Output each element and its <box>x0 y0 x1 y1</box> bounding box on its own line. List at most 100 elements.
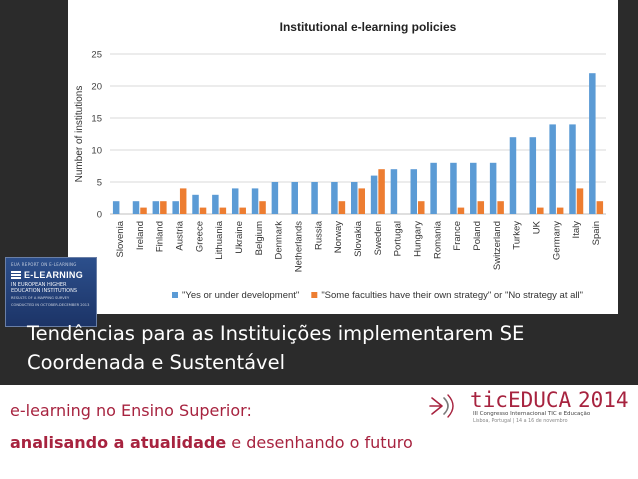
bar <box>152 201 160 214</box>
bar <box>192 194 199 214</box>
thumbnail-title: E-LEARNING <box>24 270 83 280</box>
legend-swatch <box>172 292 178 298</box>
bar <box>596 201 604 214</box>
x-tick-label: Sweden <box>373 221 384 255</box>
bar <box>140 207 147 214</box>
bar <box>450 162 457 214</box>
chart-panel: Institutional e-learning policies 0 5 10 15 2… <box>68 0 618 314</box>
logo-subtitle: III Congresso Internacional TIC e Educaç… <box>473 411 591 417</box>
slide-background: Institutional e-learning policies 0 5 10 15 2… <box>0 0 638 385</box>
bar <box>132 201 140 214</box>
footer-subtitle: analisando a atualidade e desenhando o f… <box>10 433 413 452</box>
bar <box>529 137 537 214</box>
bar <box>351 182 358 214</box>
logo-details: Lisboa, Portugal | 14 a 16 de novembro <box>473 419 568 424</box>
bar <box>418 201 425 214</box>
x-tick-label: Norway <box>333 221 344 253</box>
chart-title: Institutional e-learning policies <box>280 20 457 34</box>
footer-title: e-learning no Ensino Superior: <box>10 401 252 420</box>
thumbnail-title-row: E-LEARNING <box>11 270 91 280</box>
bar <box>477 201 485 214</box>
bar <box>378 169 385 214</box>
x-tick-label: Austria <box>174 220 185 250</box>
x-tick-label: Germany <box>551 221 562 260</box>
bar <box>497 201 504 214</box>
bar <box>259 201 266 214</box>
bar <box>556 207 564 214</box>
bar <box>457 207 465 214</box>
bar <box>239 207 246 214</box>
bar <box>271 182 279 214</box>
bar <box>537 207 544 214</box>
heading-line2: Coordenada e Sustentável <box>27 351 286 374</box>
bar <box>489 162 497 214</box>
x-tick-label: Finland <box>155 221 166 252</box>
thumbnail-line2: CONDUCTED IN OCTOBER-DECEMBER 2013 <box>11 302 90 307</box>
x-tick-label: Poland <box>472 221 483 251</box>
footer-subtitle-bold: analisando a atualidade <box>10 433 227 452</box>
y-tick-label: 15 <box>91 114 102 125</box>
bar <box>219 207 227 214</box>
bar <box>112 201 120 214</box>
bar <box>338 201 346 214</box>
x-tick-label: Slovakia <box>353 220 364 257</box>
y-axis-label: Number of institutions <box>74 86 85 183</box>
bar <box>199 207 207 214</box>
bar-chart: Institutional e-learning policies 0 5 10 15 2… <box>74 20 606 301</box>
x-tick-label: Romania <box>432 220 443 259</box>
bar <box>370 175 378 214</box>
x-tick-label: Slovenia <box>115 220 126 257</box>
eua-logo-icon <box>11 271 21 279</box>
bar <box>569 124 576 214</box>
bar <box>576 188 584 214</box>
thumbnail-subtitle: IN EUROPEAN HIGHER EDUCATION INSTITUTION… <box>11 282 77 294</box>
x-tick-label: Italy <box>571 221 582 239</box>
x-tick-label: Ukraine <box>234 221 245 254</box>
bar <box>331 182 338 214</box>
x-tick-label: Spain <box>591 221 602 245</box>
footer-subtitle-rest: e desenhando o futuro <box>226 433 413 452</box>
bar <box>410 169 418 214</box>
x-tick-label: Belgium <box>254 221 265 255</box>
bar <box>179 188 187 214</box>
y-tick-label: 25 <box>91 50 102 61</box>
x-tick-label: Portugal <box>393 221 404 256</box>
legend-swatch <box>311 292 318 298</box>
x-tick-label: Denmark <box>274 221 285 260</box>
bar <box>470 162 477 214</box>
x-tick-label: Lithuania <box>214 220 225 259</box>
x-tick-label: France <box>452 221 463 251</box>
bar <box>589 73 596 214</box>
bar <box>549 124 556 214</box>
ticeduca-logo: ticEDUCA 2014 III Congresso Internaciona… <box>428 388 633 428</box>
x-tick-label: Hungary <box>413 221 424 257</box>
x-tick-label: Ireland <box>135 221 146 250</box>
bar <box>509 137 517 214</box>
x-tick-label: Turkey <box>512 221 523 250</box>
report-thumbnail: EUA REPORT ON E-LEARNING E-LEARNING IN E… <box>5 257 97 327</box>
x-tick-label: Switzerland <box>492 221 503 270</box>
bar <box>160 201 167 214</box>
bar <box>212 194 219 214</box>
bar <box>231 188 239 214</box>
slide-heading: Tendências para as Instituições implemen… <box>27 319 627 377</box>
bar <box>311 182 318 214</box>
bar <box>430 162 437 214</box>
y-tick-label: 0 <box>97 210 102 221</box>
bar <box>358 188 365 214</box>
x-tick-label: Netherlands <box>293 221 304 272</box>
heading-line1: Tendências para as Instituições implemen… <box>27 322 525 345</box>
thumbnail-line1: RESULTS OF A MAPPING SURVEY <box>11 296 70 300</box>
x-tick-label: UK <box>532 220 543 234</box>
x-tick-label: Greece <box>194 221 205 252</box>
legend-label: "Some faculties have their own strategy"… <box>321 290 583 301</box>
bar <box>390 169 398 214</box>
y-tick-label: 5 <box>97 178 102 189</box>
thumbnail-top-text: EUA REPORT ON E-LEARNING <box>11 262 77 267</box>
x-tick-label: Russia <box>313 220 324 250</box>
bar <box>172 201 179 214</box>
bar <box>251 188 259 214</box>
bar <box>291 182 298 214</box>
ticeduca-logo-icon <box>429 394 454 418</box>
logo-name: ticEDUCA 2014 <box>470 388 629 412</box>
